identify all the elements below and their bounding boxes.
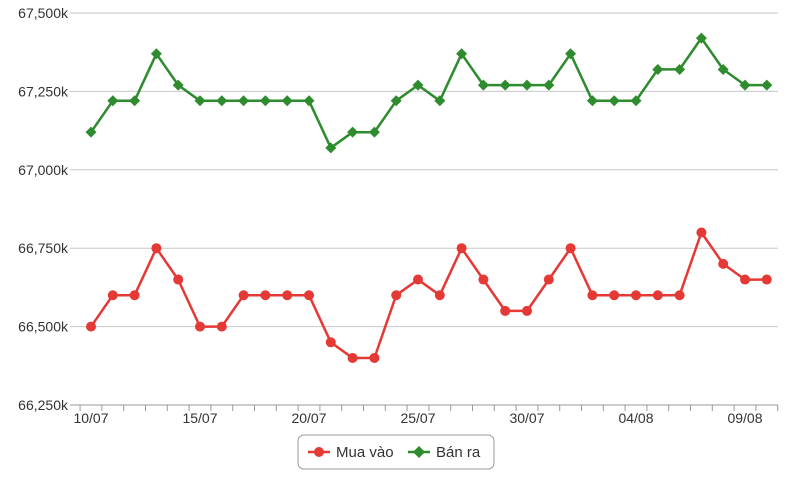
data-point[interactable] <box>695 32 707 44</box>
y-tick-label: 67,500k <box>18 5 69 21</box>
legend-item-buy[interactable]: Mua vào <box>308 444 394 461</box>
data-point[interactable] <box>740 274 750 285</box>
data-point[interactable] <box>303 95 315 107</box>
series-line <box>89 231 767 360</box>
data-point[interactable] <box>369 352 380 363</box>
series-buy <box>86 227 772 363</box>
data-point[interactable] <box>259 95 271 107</box>
data-point[interactable] <box>347 126 359 138</box>
legend[interactable]: Mua vào Bán ra <box>297 434 495 470</box>
x-tick-label: 20/07 <box>291 410 326 426</box>
legend-box <box>297 434 495 470</box>
data-point[interactable] <box>543 274 554 285</box>
data-point[interactable] <box>761 274 772 285</box>
legend-sell-label: Bán ra <box>436 444 481 461</box>
y-tick-label: 67,250k <box>18 83 69 99</box>
data-point[interactable] <box>739 79 751 91</box>
y-tick-label: 66,250k <box>18 397 69 413</box>
data-point[interactable] <box>238 95 250 107</box>
legend-buy-label: Mua vào <box>336 444 394 461</box>
data-point[interactable] <box>631 290 641 301</box>
series-sell <box>85 32 773 154</box>
data-point[interactable] <box>521 79 533 91</box>
x-tick-label: 25/07 <box>400 410 435 426</box>
data-point[interactable] <box>434 95 446 107</box>
data-point[interactable] <box>347 352 358 363</box>
x-axis-labels: 10/07 15/07 20/07 25/07 30/07 04/08 09/08 <box>73 410 762 426</box>
data-point[interactable] <box>173 274 184 285</box>
data-point[interactable] <box>129 95 141 107</box>
data-point[interactable] <box>696 227 707 238</box>
data-point[interactable] <box>630 95 642 107</box>
y-tick-label: 66,500k <box>18 319 69 335</box>
legend-buy-marker <box>314 447 324 457</box>
data-point[interactable] <box>151 243 162 254</box>
data-point[interactable] <box>391 290 402 301</box>
data-point[interactable] <box>86 321 96 332</box>
data-point[interactable] <box>434 290 445 301</box>
data-point[interactable] <box>652 63 664 75</box>
y-gridlines <box>70 12 778 406</box>
series-line <box>89 36 767 150</box>
data-point[interactable] <box>216 321 227 332</box>
data-point[interactable] <box>150 48 162 60</box>
data-point[interactable] <box>543 79 555 91</box>
data-point[interactable] <box>587 290 598 301</box>
data-point[interactable] <box>565 243 576 254</box>
data-point[interactable] <box>478 274 489 285</box>
data-point[interactable] <box>674 63 686 75</box>
data-point[interactable] <box>500 305 511 316</box>
data-point[interactable] <box>717 63 729 75</box>
x-tick-label: 04/08 <box>618 410 653 426</box>
data-point[interactable] <box>172 79 184 91</box>
data-point[interactable] <box>412 79 424 91</box>
y-axis-labels: 66,250k 66,500k 66,750k 67,000k 67,250k 67,50… <box>18 5 69 413</box>
data-point[interactable] <box>107 290 118 301</box>
data-point[interactable] <box>456 243 467 254</box>
data-point[interactable] <box>522 305 532 316</box>
data-point[interactable] <box>565 48 577 60</box>
data-point[interactable] <box>304 290 314 301</box>
data-point[interactable] <box>456 48 468 60</box>
data-point[interactable] <box>85 126 97 138</box>
y-tick-label: 67,000k <box>18 162 69 178</box>
x-tick-label: 30/07 <box>509 410 544 426</box>
data-point[interactable] <box>107 95 119 107</box>
data-point[interactable] <box>608 95 620 107</box>
data-point[interactable] <box>260 290 271 301</box>
data-point[interactable] <box>282 290 293 301</box>
data-point[interactable] <box>216 95 228 107</box>
data-point[interactable] <box>761 79 773 91</box>
data-point[interactable] <box>390 95 402 107</box>
data-point[interactable] <box>477 79 489 91</box>
data-point[interactable] <box>238 290 249 301</box>
data-point[interactable] <box>129 290 140 301</box>
data-point[interactable] <box>413 274 423 285</box>
data-point[interactable] <box>195 321 205 332</box>
x-axis <box>70 404 779 411</box>
data-point[interactable] <box>586 95 598 107</box>
data-point[interactable] <box>281 95 293 107</box>
data-point[interactable] <box>325 142 337 154</box>
data-point[interactable] <box>368 126 380 138</box>
data-point[interactable] <box>499 79 511 91</box>
data-point[interactable] <box>674 290 685 301</box>
y-tick-label: 66,750k <box>18 240 69 256</box>
x-tick-label: 15/07 <box>182 410 217 426</box>
data-point[interactable] <box>609 290 620 301</box>
data-point[interactable] <box>194 95 206 107</box>
data-point[interactable] <box>325 337 336 348</box>
data-point[interactable] <box>652 290 663 301</box>
data-point[interactable] <box>718 258 729 269</box>
legend-sell-marker <box>413 446 425 458</box>
legend-item-sell[interactable]: Bán ra <box>408 444 481 461</box>
x-tick-label: 10/07 <box>73 410 108 426</box>
series-layer <box>85 32 773 363</box>
x-tick-label: 09/08 <box>727 410 762 426</box>
